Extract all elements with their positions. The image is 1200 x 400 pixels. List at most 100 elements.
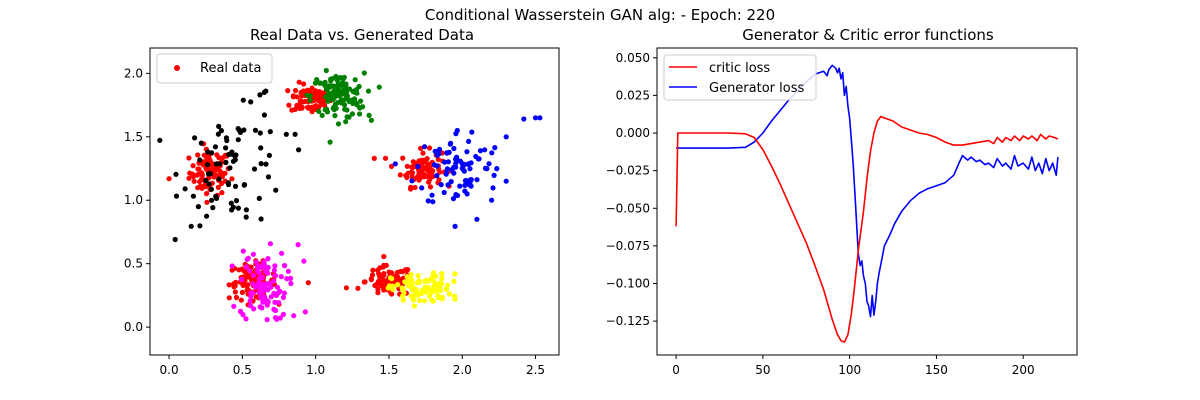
scatter-point <box>302 309 308 315</box>
scatter-point <box>343 119 349 125</box>
scatter-point <box>422 298 428 304</box>
scatter-point <box>301 258 307 264</box>
scatter-point <box>426 145 433 151</box>
scatter-point <box>288 280 294 287</box>
scatter-point <box>292 131 298 137</box>
scatter-point <box>238 297 244 303</box>
scatter-point <box>190 163 196 169</box>
scatter-point <box>435 282 441 288</box>
scatter-point <box>388 275 394 281</box>
scatter-point <box>410 159 416 165</box>
scatter-point <box>241 127 247 133</box>
scatter-point <box>195 204 201 210</box>
scatter-point <box>462 178 468 184</box>
scatter-point <box>265 256 271 262</box>
scatter-point <box>258 145 264 151</box>
loss-line-plot: Generator & Critic error functions 0 50 10… <box>606 26 1078 377</box>
scatter-point <box>253 259 260 265</box>
scatter-point <box>335 121 342 127</box>
scatter-point <box>259 305 265 311</box>
scatter-point <box>375 286 381 292</box>
scatter-point <box>403 279 409 286</box>
scatter-point <box>454 127 460 134</box>
scatter-point <box>283 131 289 137</box>
scatter-point <box>208 186 214 192</box>
scatter-point <box>191 178 197 184</box>
scatter-point <box>285 268 291 274</box>
loss-legend-box <box>663 54 817 101</box>
scatter-point <box>425 286 431 292</box>
scatter-point <box>436 146 443 152</box>
scatter-point <box>433 288 439 294</box>
scatter-point <box>233 294 240 301</box>
scatter-point <box>190 193 196 199</box>
scatter-point <box>404 163 410 169</box>
scatter-point <box>339 80 345 86</box>
loss-x-tick-label: 200 <box>1012 363 1035 377</box>
scatter-point <box>232 289 238 295</box>
scatter-point <box>399 285 405 291</box>
scatter-point <box>307 97 313 103</box>
scatter-point <box>323 67 329 74</box>
scatter-point <box>418 145 424 151</box>
scatter-point <box>231 284 237 290</box>
scatter-point <box>389 291 395 297</box>
scatter-point <box>357 111 363 117</box>
scatter-point <box>295 242 301 248</box>
scatter-point <box>229 176 235 182</box>
scatter-point <box>395 282 401 288</box>
scatter-point <box>223 145 229 151</box>
scatter-point <box>203 177 209 184</box>
scatter-point <box>186 175 192 181</box>
scatter-point <box>368 276 374 282</box>
scatter-point <box>263 269 269 275</box>
scatter-point <box>256 280 262 286</box>
scatter-point <box>427 184 434 190</box>
scatter-point <box>401 290 407 296</box>
scatter-point <box>233 198 240 204</box>
loss-x-tick-label: 0 <box>672 363 680 377</box>
scatter-point <box>263 161 269 167</box>
scatter-point <box>272 299 278 305</box>
scatter-point <box>285 88 291 94</box>
scatter-point <box>207 171 213 177</box>
scatter-point <box>436 151 442 157</box>
scatter-axis-ticks: 0.0 0.5 1.0 1.5 2.0 2.5 0.0 0.5 1.0 1.5 2.0 <box>124 66 545 377</box>
scatter-point <box>272 315 279 321</box>
scatter-point <box>412 292 418 298</box>
scatter-point <box>365 88 372 94</box>
scatter-point <box>216 176 222 182</box>
scatter-point <box>290 93 296 99</box>
scatter-point <box>457 183 463 189</box>
loss-y-tick-label: −0.050 <box>606 201 650 215</box>
scatter-point <box>445 159 451 165</box>
loss-plot-title: Generator & Critic error functions <box>742 26 994 44</box>
scatter-point <box>209 150 215 156</box>
scatter-point <box>476 156 482 162</box>
scatter-point <box>204 191 210 197</box>
scatter-x-tick-label: 1.5 <box>379 363 398 377</box>
scatter-point <box>328 78 334 84</box>
scatter-point <box>291 313 297 319</box>
scatter-point <box>241 182 247 188</box>
scatter-point <box>212 144 218 150</box>
scatter-point <box>537 115 543 121</box>
scatter-point <box>278 274 284 280</box>
scatter-point <box>361 70 367 76</box>
scatter-plot-frame <box>149 47 560 356</box>
scatter-point <box>381 262 387 268</box>
loss-x-tick-label: 100 <box>838 363 861 377</box>
scatter-point <box>232 183 239 189</box>
scatter-point <box>213 161 220 167</box>
scatter-point <box>237 308 244 314</box>
scatter-point <box>450 196 457 202</box>
scatter-point <box>461 168 467 174</box>
scatter-point <box>482 147 488 153</box>
scatter-point <box>482 165 489 171</box>
scatter-point <box>218 128 224 134</box>
scatter-point <box>173 171 179 177</box>
loss-y-tick-label: −0.075 <box>606 239 650 253</box>
loss-legend-critic-label: critic loss <box>709 61 770 76</box>
scatter-point <box>195 171 202 177</box>
scatter-point <box>434 173 440 179</box>
